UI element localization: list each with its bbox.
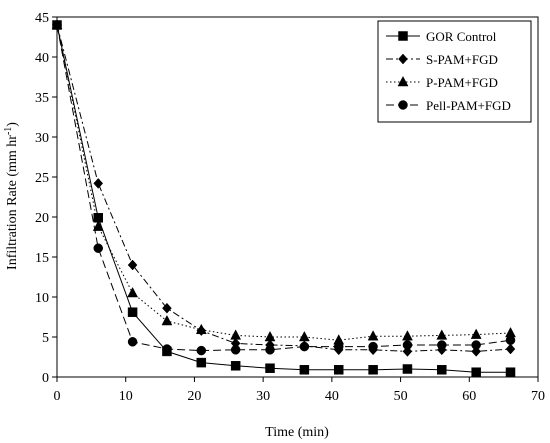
data-point bbox=[299, 341, 310, 352]
x-axis-label: Time (min) bbox=[265, 425, 329, 440]
data-point bbox=[368, 341, 378, 352]
data-point bbox=[127, 307, 138, 317]
legend-item: S-PAM+FGD bbox=[386, 52, 498, 67]
y-axis-label-main: Infiltration Rate (mm hr bbox=[5, 135, 20, 270]
legend-label: S-PAM+FGD bbox=[426, 52, 498, 67]
data-point bbox=[333, 341, 344, 352]
data-point bbox=[230, 329, 242, 340]
y-tick-label: 20 bbox=[35, 211, 49, 226]
y-tick-label: 15 bbox=[35, 251, 49, 266]
y-axis-label-close: ) bbox=[5, 122, 20, 127]
series-circle bbox=[52, 20, 516, 356]
legend-item: GOR Control bbox=[386, 29, 497, 44]
data-point bbox=[196, 345, 207, 356]
data-point bbox=[368, 365, 378, 375]
data-point bbox=[402, 364, 413, 374]
y-tick-label: 25 bbox=[35, 171, 49, 186]
series-line bbox=[56, 24, 511, 352]
series-layer bbox=[51, 18, 516, 377]
data-point bbox=[230, 361, 241, 371]
data-point bbox=[265, 345, 275, 355]
x-tick-label: 50 bbox=[394, 389, 408, 404]
data-point bbox=[230, 345, 241, 355]
x-tick-label: 20 bbox=[187, 389, 201, 404]
data-point bbox=[402, 330, 413, 341]
y-tick-label: 30 bbox=[35, 131, 49, 146]
data-point bbox=[505, 367, 516, 377]
x-tick-label: 30 bbox=[256, 389, 270, 404]
x-tick-label: 0 bbox=[54, 389, 61, 404]
y-tick-label: 0 bbox=[42, 371, 49, 386]
x-tick-label: 40 bbox=[325, 389, 339, 404]
data-point bbox=[264, 330, 276, 342]
x-tick-label: 70 bbox=[531, 389, 545, 404]
data-point bbox=[93, 178, 104, 189]
data-point bbox=[162, 302, 172, 314]
data-point bbox=[52, 20, 62, 30]
data-point bbox=[470, 328, 482, 339]
data-point bbox=[127, 259, 138, 271]
legend-marker bbox=[397, 75, 409, 87]
data-point bbox=[436, 329, 448, 340]
x-tick-label: 10 bbox=[119, 389, 133, 404]
data-point bbox=[471, 340, 481, 350]
legend-item: P-PAM+FGD bbox=[386, 75, 498, 90]
legend-marker bbox=[398, 100, 408, 110]
data-point bbox=[196, 357, 207, 368]
data-point bbox=[92, 220, 104, 231]
legend-label: Pell-PAM+FGD bbox=[426, 98, 511, 113]
y-axis-label: Infiltration Rate (mm hr-1) bbox=[3, 122, 20, 270]
y-tick-label: 40 bbox=[35, 51, 49, 66]
data-point bbox=[437, 340, 447, 350]
data-point bbox=[195, 323, 207, 335]
x-tick-label: 60 bbox=[462, 389, 476, 404]
data-point bbox=[505, 335, 516, 345]
data-point bbox=[299, 365, 310, 375]
series-line bbox=[56, 24, 511, 373]
y-axis-label-sup: -1 bbox=[3, 127, 14, 135]
series-line bbox=[56, 24, 511, 352]
y-tick-label: 10 bbox=[35, 291, 49, 306]
y-tick-label: 35 bbox=[35, 91, 49, 106]
axis-layer: 0 10 20 30 40 50 60 70 0 5 10 15 20 25 30 35 40 45 bbox=[35, 11, 545, 404]
data-point bbox=[93, 243, 103, 253]
data-point bbox=[127, 337, 138, 347]
y-tick-label: 5 bbox=[42, 331, 49, 346]
data-point bbox=[402, 340, 413, 350]
y-tick-label: 45 bbox=[35, 11, 49, 26]
data-point bbox=[162, 344, 172, 354]
data-point bbox=[265, 363, 275, 373]
data-point bbox=[161, 314, 173, 326]
legend-label: GOR Control bbox=[426, 29, 497, 44]
data-point bbox=[298, 330, 310, 342]
data-point bbox=[333, 365, 344, 375]
legend-marker bbox=[398, 53, 408, 65]
data-point bbox=[127, 286, 138, 298]
plot-area bbox=[56, 16, 539, 378]
legend-label: P-PAM+FGD bbox=[426, 75, 498, 90]
data-point bbox=[367, 330, 379, 341]
legend: GOR Control S-PAM+FGD P-PAM+FGD Pell-PAM+FG… bbox=[377, 20, 532, 123]
legend-marker bbox=[398, 31, 408, 41]
data-point bbox=[437, 365, 447, 375]
data-point bbox=[471, 367, 481, 377]
data-point bbox=[505, 343, 516, 355]
legend-item: Pell-PAM+FGD bbox=[386, 98, 511, 113]
